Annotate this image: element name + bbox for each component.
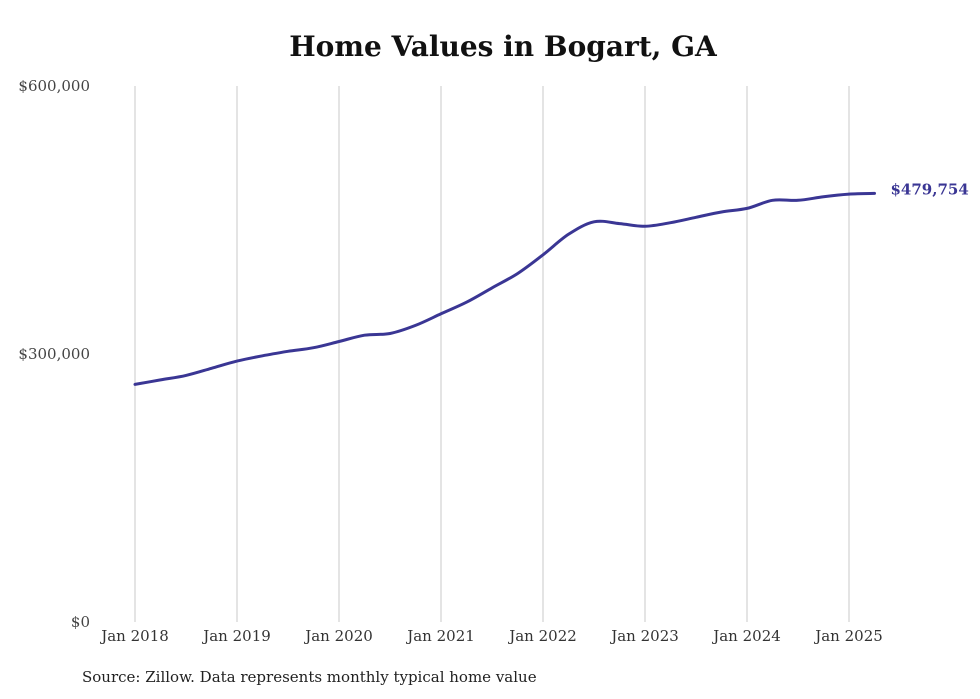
y-tick-label: $0 bbox=[71, 613, 90, 631]
y-tick-label: $600,000 bbox=[18, 77, 90, 95]
series-line bbox=[133, 191, 876, 386]
axis-layer: Jan 2018 Jan 2019 Jan 2020 Jan 2021 Jan 2022… bbox=[18, 77, 882, 645]
x-tick-label: Jan 2022 bbox=[507, 627, 577, 645]
x-tick-label: Jan 2025 bbox=[813, 627, 883, 645]
x-tick-label: Jan 2023 bbox=[609, 627, 679, 645]
x-tick-label: Jan 2018 bbox=[99, 627, 169, 645]
chart-title: Home Values in Bogart, GA bbox=[289, 30, 717, 63]
y-tick-label: $300,000 bbox=[18, 345, 90, 363]
x-tick-label: Jan 2019 bbox=[201, 627, 271, 645]
label-layer: $479,754 bbox=[891, 180, 969, 198]
source-note: Source: Zillow. Data represents monthly … bbox=[82, 668, 537, 686]
x-tick-label: Jan 2024 bbox=[711, 627, 781, 645]
end-value-label: $479,754 bbox=[891, 180, 969, 198]
x-tick-label: Jan 2020 bbox=[303, 627, 373, 645]
line-layer bbox=[133, 191, 876, 386]
x-tick-label: Jan 2021 bbox=[405, 627, 475, 645]
grid-layer bbox=[134, 86, 850, 622]
